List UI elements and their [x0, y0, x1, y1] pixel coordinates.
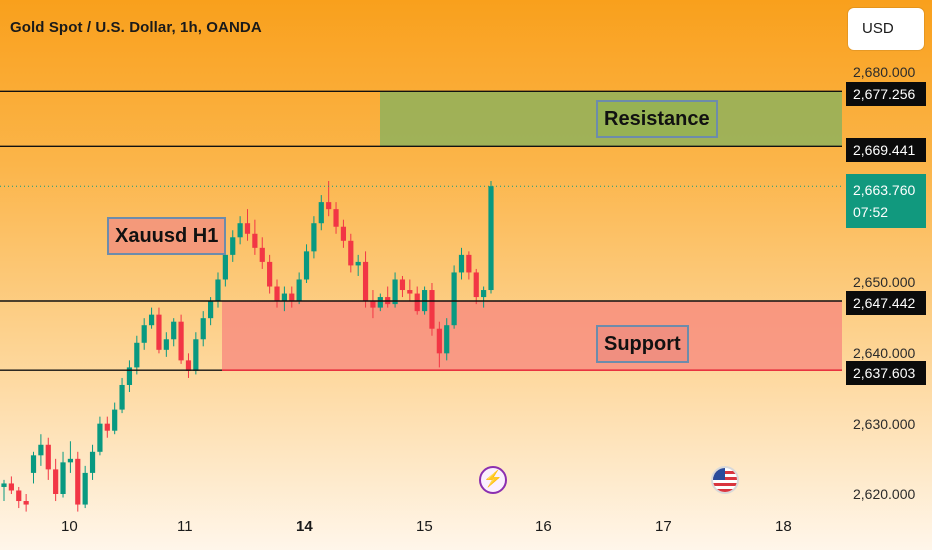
candle-body	[377, 297, 383, 308]
candle-body	[481, 290, 487, 298]
candle-body	[259, 247, 265, 262]
resistance-bottom-price-tag: 2,669.441	[846, 138, 926, 162]
candle-body	[326, 202, 332, 210]
candle-body	[355, 261, 361, 266]
candle-body	[134, 342, 140, 368]
candle-body	[466, 254, 472, 273]
candle-body	[414, 293, 420, 312]
candle-body	[148, 314, 155, 326]
date-label: 16	[535, 518, 552, 535]
candle-body	[53, 469, 59, 494]
support-zone	[222, 300, 842, 371]
candle-body	[392, 279, 398, 305]
price-tick-label: 2,620.000	[853, 486, 916, 502]
resistance-label[interactable]: Resistance	[596, 100, 718, 138]
candle-body	[444, 325, 450, 354]
candle-body	[222, 254, 228, 280]
candle-body	[311, 223, 317, 252]
candle-body	[119, 384, 125, 410]
candle-body	[488, 186, 494, 291]
candle-body	[60, 462, 66, 494]
date-label-week-start: 14	[296, 518, 313, 535]
candle-body	[8, 483, 14, 491]
candle-body	[267, 261, 273, 287]
candle-body	[362, 261, 369, 301]
candle-body	[208, 300, 214, 319]
candle-body	[473, 272, 479, 298]
currency-button[interactable]: USD	[848, 8, 924, 50]
support-bottom-price-tag: 2,637.603	[846, 361, 926, 385]
candle-body	[38, 444, 44, 456]
candle-body	[45, 444, 51, 470]
candle-body	[1, 483, 7, 487]
candle-body	[252, 233, 258, 248]
candle-body	[296, 279, 302, 301]
candle-body	[407, 290, 413, 294]
candle-body	[67, 458, 74, 463]
candle-body	[126, 367, 133, 385]
instrument-label[interactable]: Xauusd H1	[107, 217, 227, 255]
candles-layer	[1, 181, 494, 512]
candle-body	[333, 209, 339, 227]
bar-countdown: 07:52	[853, 204, 889, 220]
date-label: 17	[655, 518, 672, 535]
candle-body	[274, 286, 280, 301]
candle-body	[289, 293, 295, 301]
current-price-tag: 2,663.760 07:52	[846, 174, 926, 228]
candle-body	[230, 237, 236, 255]
candle-body	[75, 458, 81, 505]
symbol-title[interactable]: Gold Spot / U.S. Dollar, 1h, OANDA	[10, 19, 262, 36]
candle-body	[303, 251, 310, 280]
candle-body	[163, 339, 169, 350]
price-tick-label: 2,680.000	[853, 64, 916, 80]
candle-body	[156, 314, 162, 350]
candle-body	[215, 279, 221, 301]
price-tick-label: 2,630.000	[853, 416, 916, 432]
candle-body	[89, 451, 96, 473]
candle-body	[458, 254, 465, 273]
candle-body	[171, 321, 177, 340]
candle-body	[193, 339, 199, 371]
candle-body	[370, 300, 376, 308]
candle-body	[200, 318, 206, 340]
candle-body	[16, 490, 22, 502]
lightning-icon[interactable]: ⚡	[479, 466, 507, 494]
price-tick-label: 2,650.000	[853, 274, 916, 290]
candle-body	[348, 240, 354, 266]
candle-body	[97, 423, 103, 452]
candle-body	[244, 223, 251, 234]
candle-body	[30, 455, 37, 473]
lines-layer	[0, 90, 842, 371]
candle-body	[318, 202, 324, 224]
us-flag-icon[interactable]	[711, 466, 739, 494]
date-label: 18	[775, 518, 792, 535]
date-label: 15	[416, 518, 433, 535]
candle-body	[451, 272, 457, 326]
date-label: 10	[61, 518, 78, 535]
price-tick-label: 2,640.000	[853, 345, 916, 361]
candle-body	[104, 423, 110, 431]
candle-body	[185, 360, 192, 371]
resistance-top-price-tag: 2,677.256	[846, 82, 926, 106]
candle-body	[281, 293, 287, 301]
candle-body	[436, 328, 442, 354]
candle-body	[23, 501, 29, 505]
candle-body	[178, 321, 184, 361]
candle-body	[429, 290, 435, 329]
candle-body	[340, 226, 347, 241]
date-label: 11	[177, 518, 193, 535]
candle-body	[112, 409, 118, 431]
support-top-price-tag: 2,647.442	[846, 291, 926, 315]
current-price-value: 2,663.760	[853, 182, 916, 198]
candle-body	[399, 279, 406, 291]
support-label[interactable]: Support	[596, 325, 689, 363]
candle-body	[237, 223, 243, 238]
candle-body	[141, 325, 147, 343]
candle-body	[82, 472, 88, 505]
